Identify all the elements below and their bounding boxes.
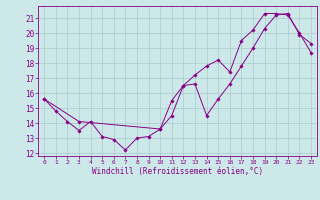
X-axis label: Windchill (Refroidissement éolien,°C): Windchill (Refroidissement éolien,°C) [92,167,263,176]
